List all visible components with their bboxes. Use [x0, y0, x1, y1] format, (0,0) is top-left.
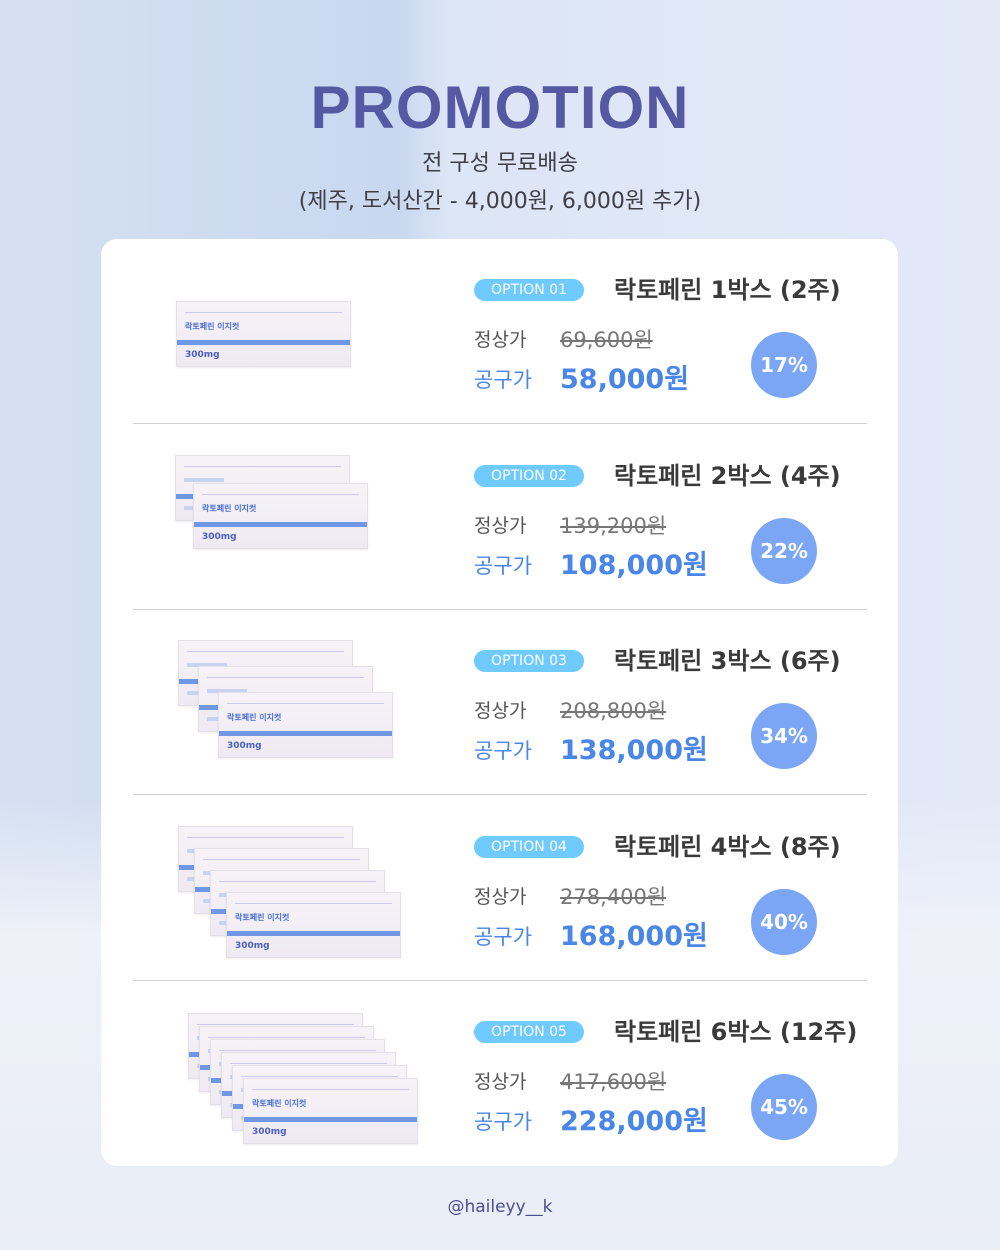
product-box: 락토페린 이지컷 300mg [243, 1078, 418, 1144]
box-line [185, 312, 342, 313]
product-box: 락토페린 이지컷 300mg [226, 891, 401, 958]
option-row[interactable]: 락토페린 이지컷 300mg OPTION 04 락토페린 4박스 (8주) 정상가… [133, 796, 867, 981]
instagram-handle: @haileyy__k [447, 1197, 553, 1217]
box-line [184, 465, 341, 467]
box-line [203, 858, 360, 860]
group-price-label: 공구가 [474, 1110, 532, 1134]
box-line [207, 677, 364, 678]
option-name: 락토페린 3박스 (6주) [614, 647, 841, 675]
box-stripe [177, 340, 350, 345]
regular-price-label: 정상가 [474, 329, 527, 351]
options-card: 락토페린 이지컷 300mg OPTION 01 락토페린 1박스 (2주) 정상가… [101, 239, 898, 1166]
group-price-label: 공구가 [474, 553, 532, 578]
option-badge: OPTION 01 [474, 279, 584, 301]
group-price-label: 공구가 [474, 739, 532, 763]
page-title: PROMOTION [310, 74, 690, 141]
product-box-name: 락토페린 이지컷 [202, 503, 257, 513]
product-box-dose: 300mg [252, 1127, 287, 1137]
box-stripe [219, 731, 392, 736]
option-name: 락토페린 1박스 (2주) [614, 276, 841, 304]
product-box-name: 락토페린 이지컷 [185, 322, 240, 331]
group-price-label: 공구가 [474, 368, 532, 392]
product-box-dose: 300mg [227, 741, 262, 751]
group-price: 168,000원 [560, 920, 708, 952]
box-print [207, 689, 247, 693]
box-line [252, 1089, 409, 1090]
option-badge: OPTION 05 [474, 1021, 584, 1043]
regular-price: 417,600원 [560, 1070, 667, 1094]
box-line [219, 880, 376, 882]
box-line [208, 1037, 365, 1038]
regular-price-label: 정상가 [474, 700, 527, 722]
option-name: 락토페린 2박스 (4주) [614, 461, 841, 490]
box-stripe [227, 930, 400, 936]
box-line [230, 1063, 387, 1064]
shipping-note: (제주, 도서산간 - 4,000원, 6,000원 추가) [298, 189, 702, 214]
box-line [197, 1024, 354, 1025]
regular-price: 208,800원 [560, 699, 667, 723]
regular-price: 278,400원 [560, 884, 667, 909]
box-line [187, 836, 344, 838]
product-box: 락토페린 이지컷 300mg [218, 692, 393, 758]
regular-price-label: 정상가 [474, 885, 527, 908]
product-image: 락토페린 이지컷 300mg [173, 1011, 418, 1144]
option-row[interactable]: 락토페린 이지컷 300mg OPTION 05 락토페린 6박스 (12주) 정상… [133, 981, 867, 1166]
group-price: 58,000원 [560, 364, 690, 395]
box-print [184, 477, 224, 482]
box-stripe [244, 1117, 417, 1122]
regular-price: 69,600원 [560, 328, 653, 352]
product-box-name: 락토페린 이지컷 [235, 912, 290, 922]
discount-badge: 45% [751, 1074, 817, 1140]
option-badge: OPTION 02 [474, 464, 584, 487]
box-line [219, 1050, 376, 1051]
product-box: 락토페린 이지컷 300mg [193, 482, 368, 549]
option-row[interactable]: 락토페린 이지컷 300mg OPTION 01 락토페린 1박스 (2주) 정상가… [133, 239, 867, 424]
product-box-name: 락토페린 이지컷 [227, 713, 282, 722]
box-line [187, 651, 344, 652]
option-name: 락토페린 6박스 (12주) [614, 1018, 858, 1046]
product-box: 락토페린 이지컷 300mg [176, 301, 351, 367]
regular-price-label: 정상가 [474, 514, 527, 537]
product-image: 락토페린 이지컷 300mg [173, 454, 413, 585]
free-shipping-text: 전 구성 무료배송 [422, 151, 578, 176]
product-box-dose: 300mg [202, 531, 237, 542]
regular-price-label: 정상가 [474, 1071, 527, 1093]
product-image: 락토페린 이지컷 300mg [173, 640, 413, 770]
group-price: 108,000원 [560, 549, 708, 581]
group-price-label: 공구가 [474, 924, 532, 949]
group-price: 228,000원 [560, 1106, 708, 1137]
box-print [187, 663, 227, 667]
discount-badge: 22% [751, 517, 817, 584]
box-line [227, 703, 384, 704]
discount-badge: 34% [751, 703, 817, 769]
box-line [202, 493, 359, 495]
option-row[interactable]: 락토페린 이지컷 300mg OPTION 03 락토페린 3박스 (6주) 정상가… [133, 610, 867, 795]
product-image: 락토페린 이지컷 300mg [173, 269, 413, 399]
product-box-dose: 300mg [235, 940, 270, 951]
product-box-dose: 300mg [185, 350, 220, 360]
box-line [235, 902, 392, 904]
option-row[interactable]: 락토페린 이지컷 300mg OPTION 02 락토페린 2박스 (4주) 정상가… [133, 425, 867, 610]
product-image: 락토페린 이지컷 300mg [173, 825, 413, 958]
box-stripe [194, 521, 367, 527]
discount-badge: 17% [751, 332, 817, 398]
group-price: 138,000원 [560, 735, 708, 766]
product-box-name: 락토페린 이지컷 [252, 1099, 307, 1108]
option-badge: OPTION 04 [474, 835, 584, 858]
option-badge: OPTION 03 [474, 650, 584, 672]
option-name: 락토페린 4박스 (8주) [614, 832, 841, 861]
regular-price: 139,200원 [560, 513, 667, 538]
discount-badge: 40% [751, 888, 817, 955]
box-line [241, 1076, 398, 1077]
